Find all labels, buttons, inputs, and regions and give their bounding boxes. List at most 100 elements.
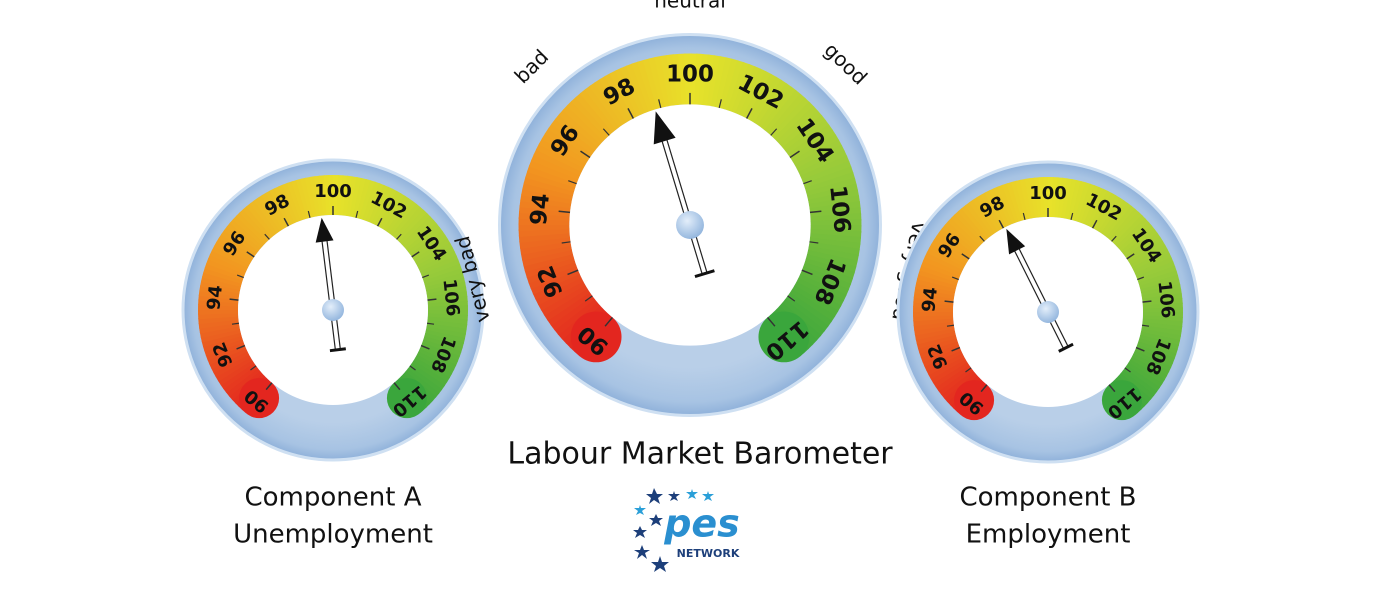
minor-tick-mark (307, 210, 311, 218)
needle-tail (329, 347, 346, 353)
minor-tick-mark (231, 322, 240, 325)
gauge-title: Employment (966, 520, 1131, 550)
needle-hub (1037, 301, 1059, 323)
minor-tick-mark (979, 235, 985, 242)
gauge-title: Labour Market Barometer (507, 437, 893, 472)
logo-stars (633, 488, 680, 572)
logo: pes NETWORK (633, 488, 740, 572)
band-cap (758, 311, 810, 363)
minor-tick-mark (584, 295, 593, 302)
gauge-title: Component B (959, 483, 1136, 513)
needle (653, 111, 715, 279)
tick-mark (427, 298, 437, 301)
tick-mark (998, 219, 1005, 229)
needle-tip (1006, 228, 1026, 255)
tick-label: 94 (918, 286, 942, 313)
tick-mark (809, 210, 822, 214)
tick-label: 106 (1153, 280, 1178, 320)
minor-tick-mark (809, 241, 819, 244)
needle (1006, 228, 1074, 353)
tick-mark (580, 150, 591, 159)
band-cap (1101, 380, 1142, 421)
minor-tick-mark (236, 274, 244, 279)
needle-hub (676, 211, 704, 239)
minor-tick-mark (951, 276, 959, 281)
tick-mark (1126, 253, 1135, 260)
band-cap (239, 378, 280, 419)
tick-label: 106 (438, 278, 463, 318)
minor-tick-mark (770, 128, 778, 136)
tick-mark (283, 217, 290, 227)
minor-tick-mark (561, 241, 571, 244)
logo-sub: NETWORK (677, 547, 740, 560)
minor-tick-mark (1137, 276, 1145, 281)
tick-mark (789, 150, 800, 159)
minor-tick-mark (803, 180, 812, 185)
minor-tick-mark (422, 274, 430, 279)
tick-mark (236, 344, 246, 350)
minor-tick-mark (250, 365, 257, 371)
minor-tick-mark (1141, 324, 1150, 327)
gauge-title: Unemployment (233, 520, 433, 550)
minor-tick-mark (787, 295, 796, 302)
tick-mark (265, 382, 273, 391)
band-cap (386, 378, 427, 419)
needle-tip (653, 111, 676, 145)
tick-mark (604, 316, 614, 327)
needle-tip (315, 217, 334, 243)
logo-name: pes (663, 502, 740, 546)
tick-mark (411, 251, 420, 258)
minor-tick-mark (658, 99, 662, 109)
logo-stars-light (634, 489, 714, 515)
tick-mark (951, 346, 961, 352)
minor-tick-mark (602, 128, 610, 136)
tick-mark (801, 269, 813, 276)
minor-tick-mark (409, 365, 416, 371)
minor-tick-mark (1022, 212, 1026, 220)
tick-label: 94 (203, 284, 227, 311)
tick-mark (961, 253, 970, 260)
zone-label: bad (510, 45, 554, 89)
gauge-title: Component A (245, 483, 422, 513)
tick-label: 100 (666, 62, 714, 88)
minor-tick-mark (264, 233, 270, 240)
minor-tick-mark (1070, 212, 1074, 220)
tick-mark (1091, 219, 1098, 229)
minor-tick-mark (965, 367, 972, 373)
minor-tick-mark (946, 324, 955, 327)
tick-label: 100 (1029, 183, 1067, 204)
tick-mark (246, 251, 255, 258)
tick-label: 100 (314, 181, 352, 202)
zone-label: neutral (654, 0, 726, 13)
tick-mark (567, 269, 579, 276)
needle-tail (694, 269, 715, 279)
zone-label: good (820, 38, 873, 90)
tick-label: 94 (526, 192, 555, 226)
tick-mark (766, 316, 776, 327)
tick-mark (745, 108, 753, 119)
needle (315, 217, 346, 353)
minor-tick-mark (1111, 235, 1117, 242)
tick-mark (1135, 346, 1145, 352)
tick-mark (229, 298, 239, 301)
minor-tick-mark (396, 233, 402, 240)
minor-tick-mark (568, 180, 577, 185)
tick-label: 106 (824, 184, 855, 234)
tick-mark (980, 384, 988, 393)
tick-mark (376, 217, 383, 227)
minor-tick-mark (1124, 367, 1131, 373)
needle-tail (1058, 342, 1074, 353)
band-cap (954, 380, 995, 421)
tick-mark (420, 344, 430, 350)
tick-mark (944, 300, 954, 303)
tick-mark (558, 210, 571, 214)
minor-tick-mark (426, 322, 435, 325)
tick-mark (1142, 300, 1152, 303)
minor-tick-mark (355, 210, 359, 218)
needle-hub (322, 299, 344, 321)
tick-mark (393, 382, 401, 391)
